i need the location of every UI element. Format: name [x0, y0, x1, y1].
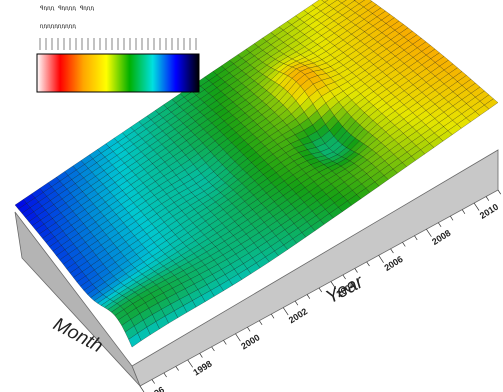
surface-cell — [128, 332, 142, 348]
year-tick-mark — [497, 189, 502, 195]
year-tick-label: 2010 — [478, 202, 500, 221]
year-tick-mark — [223, 340, 227, 345]
year-tick-label: 1998 — [191, 359, 213, 378]
year-tick-mark — [235, 333, 241, 342]
year-tick-mark — [139, 385, 145, 392]
year-tick-mark — [342, 274, 346, 280]
year-tick-mark — [390, 248, 394, 254]
year-tick-label: 2006 — [382, 254, 404, 273]
color-legend: ꟼꞑꞑꞑ ꟼꞑꞑꞑꞑ ꟼꞑꞑꞑ ꞑꞑꞑꞑꞑꞑꞑꞑꞑꞑ — [36, 5, 200, 93]
year-tick-mark — [175, 366, 179, 371]
year-tick-mark — [378, 255, 384, 263]
year-tick-mark — [306, 294, 311, 299]
year-tick-mark — [318, 287, 323, 293]
year-tick-mark — [402, 242, 406, 247]
year-tick-label: 1996 — [144, 385, 166, 392]
year-tick-label: 2002 — [287, 306, 309, 325]
year-tick-mark — [450, 215, 454, 221]
year-tick-mark — [187, 359, 193, 368]
year-tick-mark — [247, 327, 251, 332]
year-tick-mark — [461, 209, 466, 214]
year-tick-mark — [282, 307, 289, 316]
year-tick-mark — [438, 222, 442, 227]
legend-label-row-2: ꞑꞑꞑꞑꞑꞑꞑꞑꞑꞑ — [40, 23, 77, 30]
surface-mesh — [14, 0, 499, 348]
year-tick-mark — [151, 379, 155, 384]
year-tick-mark — [199, 353, 203, 358]
year-tick-mark — [211, 346, 215, 352]
year-tick-mark — [366, 261, 370, 267]
year-tick-mark — [163, 372, 167, 378]
legend-tick-marks — [39, 38, 197, 50]
legend-color-bar — [36, 53, 200, 93]
year-tick-mark — [485, 196, 490, 201]
year-tick-mark — [426, 229, 432, 237]
year-tick-mark — [414, 235, 418, 241]
year-tick-mark — [354, 268, 358, 273]
year-tick-mark — [259, 320, 263, 325]
legend-label-row-1: ꟼꞑꞑꞑ ꟼꞑꞑꞑꞑ ꟼꞑꞑꞑ — [40, 5, 95, 12]
year-tick-mark — [271, 313, 275, 319]
year-tick-mark — [473, 202, 480, 211]
year-tick-mark — [294, 300, 299, 306]
year-tick-label: 2008 — [430, 228, 452, 247]
year-tick-label: 2000 — [239, 332, 261, 351]
year-tick-mark — [330, 281, 337, 290]
